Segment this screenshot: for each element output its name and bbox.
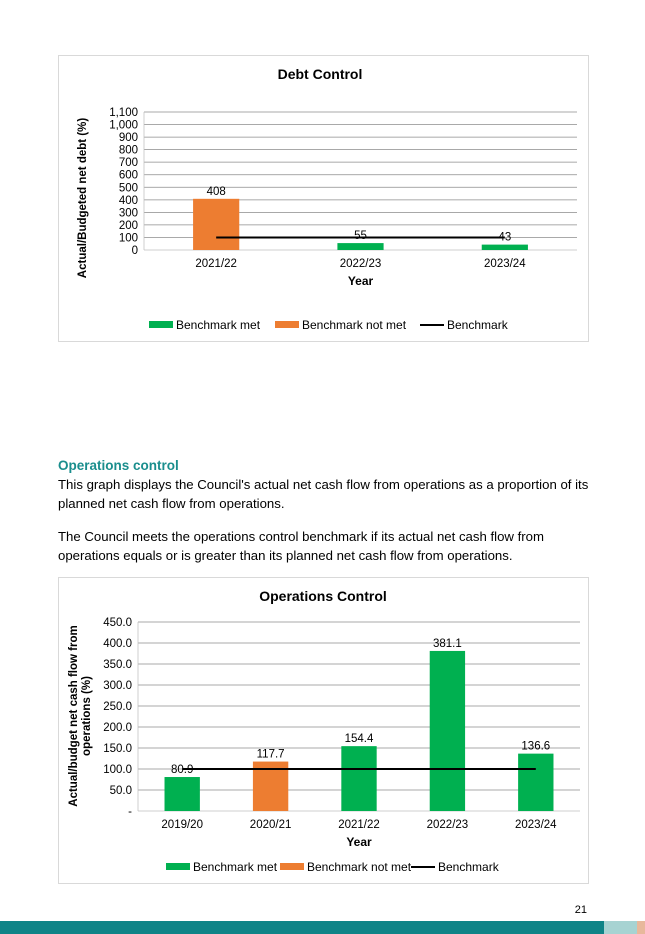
debt-control-svg: Debt Control 0100200300400500600700800900… — [77, 66, 577, 332]
legend-label-not-met: Benchmark not met — [302, 318, 407, 332]
y-tick-label: 50.0 — [110, 785, 132, 797]
y-tick-label: 300.0 — [103, 680, 132, 692]
y-tick-label: - — [128, 806, 132, 818]
legend-swatch-met — [149, 321, 173, 328]
x-tick-label: 2023/24 — [484, 258, 526, 270]
section-heading: Operations control — [58, 458, 179, 473]
bar-value-label: 117.7 — [257, 749, 285, 761]
bar-value-label: 136.6 — [521, 741, 550, 753]
y-tick-label: 250.0 — [103, 701, 132, 713]
operations-control-svg: Operations Control - 50.0 100.0 150.0 200.0 25… — [68, 588, 580, 874]
x-axis-label: Year — [346, 835, 372, 849]
bar — [518, 753, 554, 811]
legend-label-met: Benchmark met — [176, 318, 261, 332]
bar — [337, 243, 384, 250]
chart-title: Debt Control — [278, 66, 363, 82]
x-tick-label: 2021/22 — [338, 819, 380, 831]
x-axis-label: Year — [348, 274, 374, 288]
bar-value-label: 381.1 — [433, 638, 462, 650]
y-tick-label: 1,000 — [109, 120, 138, 132]
y-axis-label: Actual/Budgeted net debt (%) — [77, 118, 89, 279]
bar — [341, 746, 377, 811]
x-tick-label: 2021/22 — [195, 258, 237, 270]
y-axis-label: Actual/budget net cash flow from — [68, 625, 80, 806]
bar — [164, 777, 200, 811]
chart-title: Operations Control — [259, 588, 387, 604]
y-tick-label: 300 — [119, 207, 138, 219]
y-tick-label: 500 — [119, 182, 138, 194]
debt-control-chart: Debt Control 0 100 200 300 400 500 600 700 800 900… — [58, 55, 589, 342]
y-tick-label: 1,100 — [109, 107, 138, 119]
operations-control-chart: Operations Control - 50.0 100.0 150.0 200.0 25… — [58, 577, 589, 884]
y-tick-label: 800 — [119, 145, 138, 157]
footer-bar — [0, 921, 645, 934]
bar — [193, 198, 240, 250]
intro-paragraph: This graph displays the Council's actual… — [58, 477, 589, 511]
x-tick-label: 2022/23 — [427, 819, 469, 831]
legend-label-met: Benchmark met — [193, 860, 278, 874]
legend-swatch-not-met — [275, 321, 299, 328]
y-tick-label: 400 — [119, 195, 138, 207]
x-tick-label: 2020/21 — [250, 819, 292, 831]
x-tick-label: 2022/23 — [340, 258, 382, 270]
y-tick-label: 200 — [119, 220, 138, 232]
bar-value-label: 80.9 — [171, 764, 193, 776]
bar-value-label: 408 — [207, 186, 226, 198]
y-tick-label: 600 — [119, 170, 138, 182]
footer-stripe-light — [604, 921, 637, 934]
bar-value-label: 154.4 — [345, 733, 374, 745]
bar — [481, 244, 528, 250]
legend-swatch-met — [166, 863, 190, 870]
y-tick-label: 700 — [119, 157, 138, 169]
legend-label-benchmark: Benchmark — [438, 860, 500, 874]
footer-stripe-accent — [637, 921, 645, 934]
bar-value-label: 55 — [354, 230, 367, 242]
y-tick-label: 0 — [132, 245, 138, 257]
y-tick-label: 100.0 — [103, 764, 132, 776]
y-tick-label: 900 — [119, 132, 138, 144]
y-tick-label: 450.0 — [103, 617, 132, 629]
bar — [429, 650, 466, 811]
legend-swatch-not-met — [280, 863, 304, 870]
y-tick-label: 400.0 — [103, 638, 132, 650]
footer-stripe-main — [0, 921, 604, 934]
x-tick-label: 2019/20 — [161, 819, 203, 831]
benchmark-paragraph: The Council meets the operations control… — [58, 529, 544, 563]
y-axis-label: operations (%) — [81, 676, 93, 756]
y-tick-label: 100 — [119, 232, 138, 244]
legend-label-not-met: Benchmark not met — [307, 860, 412, 874]
legend-label-benchmark: Benchmark — [447, 318, 509, 332]
y-tick-label: 350.0 — [103, 659, 132, 671]
page-number: 21 — [574, 904, 587, 916]
x-tick-label: 2023/24 — [515, 819, 557, 831]
y-tick-label: 150.0 — [103, 743, 132, 755]
y-tick-label: 200.0 — [103, 722, 132, 734]
